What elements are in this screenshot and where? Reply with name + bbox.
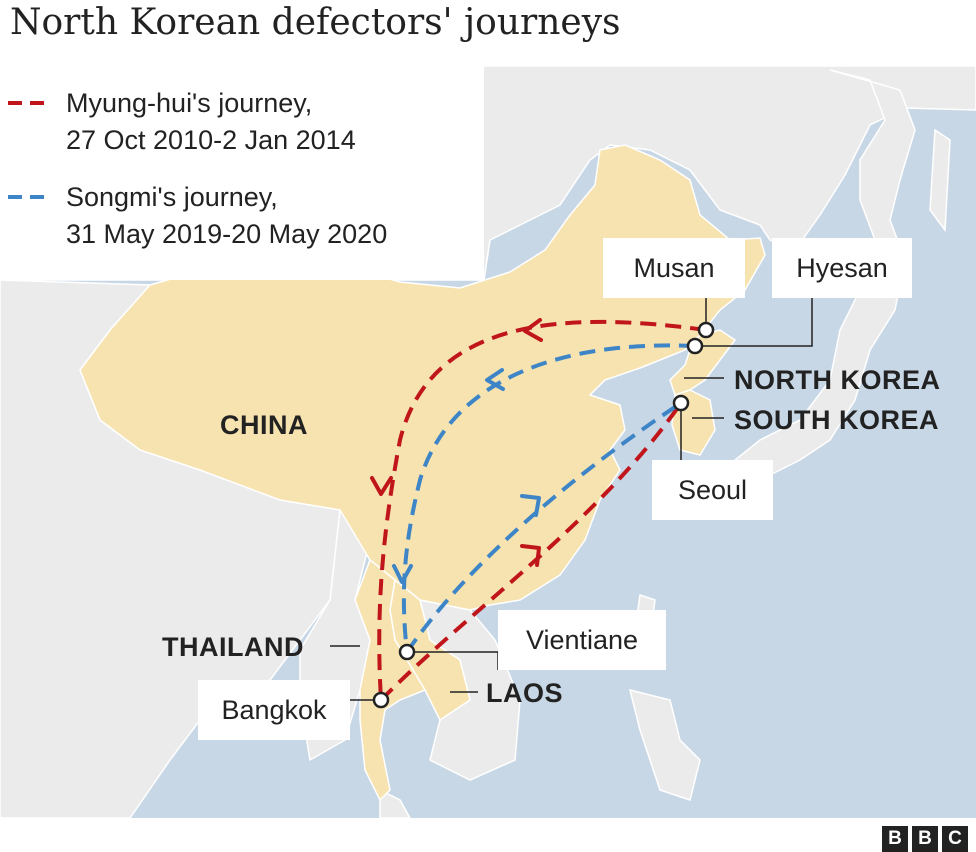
bangkok-label: Bangkok bbox=[198, 680, 350, 740]
thailand-label: THAILAND bbox=[162, 632, 304, 662]
vientiane-marker bbox=[398, 643, 416, 661]
vientiane-label: Vientiane bbox=[498, 610, 666, 670]
laos-label: LAOS bbox=[486, 678, 564, 708]
arrow-blue-2 bbox=[392, 564, 413, 584]
seoul-marker bbox=[672, 394, 690, 412]
bbc-logo-b2: B bbox=[912, 826, 938, 852]
songmi-legend-dates: 31 May 2019-20 May 2020 bbox=[66, 219, 388, 249]
page-title: North Korean defectors' journeys bbox=[10, 2, 621, 43]
musan-label: Musan bbox=[603, 238, 745, 298]
philippines bbox=[628, 688, 701, 801]
routes bbox=[377, 319, 707, 702]
myunghui-route-south bbox=[379, 401, 683, 702]
malaysia bbox=[379, 788, 411, 818]
china-label: CHINA bbox=[220, 410, 308, 440]
arrow-blue-1 bbox=[485, 368, 505, 391]
arrow-red-2 bbox=[370, 476, 393, 496]
map bbox=[0, 66, 976, 818]
bbc-logo: B B C bbox=[882, 826, 968, 852]
sakhalin bbox=[929, 128, 951, 233]
arrowheads bbox=[370, 318, 543, 584]
myunghui-legend-name: Myung-hui's journey, bbox=[66, 88, 313, 118]
arrow-red-1 bbox=[523, 318, 543, 342]
songmi-legend-swatch bbox=[8, 195, 48, 199]
bbc-logo-c: C bbox=[942, 826, 968, 852]
legend: Myung-hui's journey, 27 Oct 2010-2 Jan 2… bbox=[0, 66, 484, 280]
thailand bbox=[354, 558, 427, 802]
footer bbox=[0, 818, 976, 850]
south-korea-label: SOUTH KOREA bbox=[734, 405, 940, 435]
songmi-route-north bbox=[401, 343, 696, 653]
bbc-logo-b1: B bbox=[882, 826, 908, 852]
hyesan-label: Hyesan bbox=[772, 238, 912, 298]
musan-marker bbox=[697, 321, 715, 339]
songmi-route-south bbox=[405, 401, 683, 654]
arrow-blue-3 bbox=[520, 494, 541, 517]
hyesan-marker bbox=[686, 337, 704, 355]
map-svg bbox=[0, 66, 976, 818]
myunghui-legend-swatch bbox=[8, 101, 48, 105]
songmi-legend-name: Songmi's journey, bbox=[66, 182, 278, 212]
markers bbox=[372, 321, 715, 709]
arrow-red-3 bbox=[520, 544, 541, 567]
bangkok-marker bbox=[372, 691, 390, 709]
seoul-label: Seoul bbox=[652, 460, 773, 520]
myunghui-legend-dates: 27 Oct 2010-2 Jan 2014 bbox=[66, 125, 356, 155]
hyesan-leader bbox=[695, 298, 813, 347]
north-korea-label: NORTH KOREA bbox=[734, 365, 941, 395]
